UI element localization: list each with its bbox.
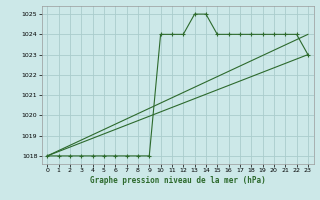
X-axis label: Graphe pression niveau de la mer (hPa): Graphe pression niveau de la mer (hPa) — [90, 176, 266, 185]
